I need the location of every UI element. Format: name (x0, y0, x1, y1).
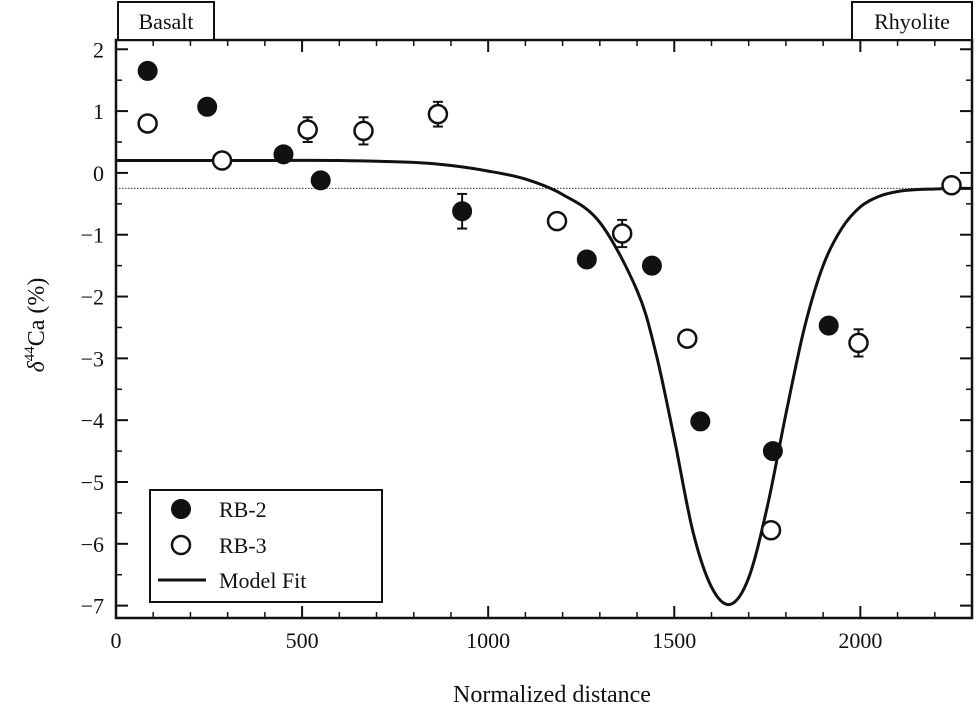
y-tick-label: −6 (81, 532, 104, 557)
point-rb2 (137, 60, 158, 81)
y-tick-label: −5 (81, 470, 104, 495)
y-axis-title: δ44Ca (%) (22, 278, 50, 373)
point-rb2 (690, 411, 711, 432)
point-rb3 (677, 328, 698, 349)
y-tick-label: −1 (81, 223, 104, 248)
point-rb3 (760, 519, 782, 541)
y-axis-title-rest: Ca (%) (24, 278, 50, 347)
legend-marker-rb2 (171, 499, 191, 519)
plot-frame (114, 38, 974, 620)
y-tick-label: −7 (81, 594, 104, 619)
corner-label-right-text: Rhyolite (874, 9, 950, 34)
ticks: 0 500 1000 1500 2000 2 1 0 −1 −2 −3 −4 −5 −6 −7 (81, 37, 972, 653)
corner-label-right-box (851, 1, 973, 41)
legend-label-model-fit: Model Fit (219, 568, 306, 593)
point-rb3 (611, 223, 633, 244)
point-rb3 (211, 150, 233, 171)
x-tick-label: 1500 (652, 628, 696, 653)
point-rb3 (353, 120, 374, 142)
y-tick-label: −4 (81, 408, 104, 433)
corner-label-right: Rhyolite (851, 1, 973, 41)
corner-label-left-box (117, 1, 215, 41)
point-rb3 (546, 210, 568, 232)
y-tick-label: 2 (93, 37, 104, 62)
point-rb2 (576, 249, 597, 270)
point-rb2 (641, 255, 662, 276)
y-axis-title-sup: 44 (22, 346, 38, 362)
y-tick-label: −2 (81, 285, 104, 310)
y-tick-label: −3 (81, 346, 104, 371)
point-rb2 (452, 201, 473, 222)
legend-label-rb3: RB-3 (219, 533, 267, 558)
y-axis-title-delta: δ (24, 360, 50, 372)
x-tick-label: 0 (111, 628, 122, 653)
corner-label-left: Basalt (117, 1, 215, 41)
x-axis-title: Normalized distance (453, 682, 651, 708)
point-rb2 (762, 441, 783, 462)
x-tick-label: 1000 (466, 628, 510, 653)
point-rb3 (297, 119, 318, 140)
x-tick-label: 500 (286, 628, 319, 653)
point-rb3 (848, 332, 869, 354)
point-rb2 (818, 315, 839, 336)
legend-marker-rb3 (170, 534, 192, 556)
model-fit-layer (116, 158, 973, 607)
data-points (137, 60, 962, 541)
point-rb3 (941, 175, 962, 196)
y-tick-label: 1 (93, 99, 104, 124)
point-rb2 (197, 96, 218, 117)
corner-label-left-text: Basalt (139, 9, 194, 34)
legend-label-rb2: RB-2 (219, 497, 267, 522)
x-tick-label: 2000 (838, 628, 882, 653)
axes (114, 38, 974, 620)
y-tick-label: 0 (93, 161, 104, 186)
model-fit-line (116, 158, 973, 607)
legend: RB-2 RB-3 Model Fit (149, 489, 383, 603)
point-rb2 (310, 170, 331, 191)
point-rb3 (427, 103, 449, 125)
point-rb2 (273, 144, 294, 165)
point-rb3 (137, 113, 158, 134)
